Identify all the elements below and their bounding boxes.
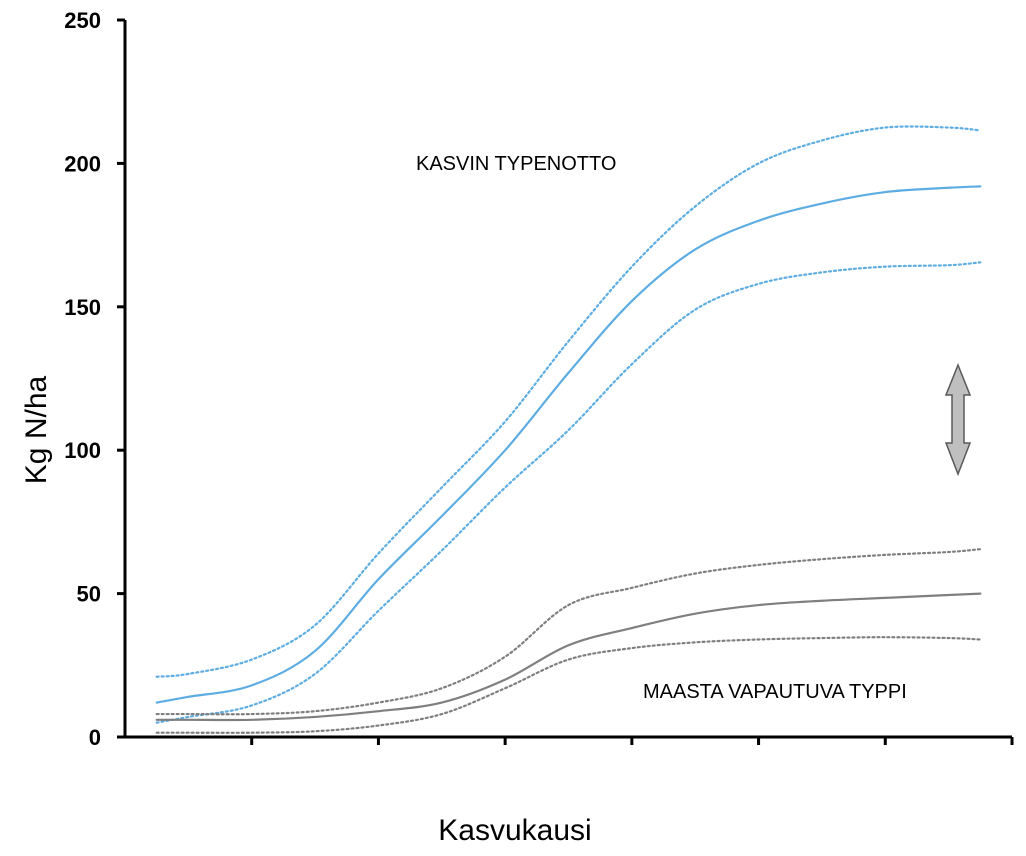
x-axis <box>125 735 1014 745</box>
y-tick-label: 200 <box>64 151 101 176</box>
y-tick-label: 100 <box>64 438 101 463</box>
y-tick-label: 0 <box>89 725 101 750</box>
y-tick-label: 50 <box>77 582 101 607</box>
y-tick-label: 150 <box>64 295 101 320</box>
y-axis: 0 50 100 150 200 250 <box>64 8 127 750</box>
range-arrow-icon <box>944 362 972 477</box>
y-axis-title: Kg N/ha <box>20 375 53 484</box>
annotation-uptake: KASVIN TYPENOTTO <box>416 153 616 175</box>
series-line-soil-dotted-4 <box>155 548 982 716</box>
y-tick-label: 250 <box>64 8 101 33</box>
series-line-soil-dotted-5 <box>155 636 982 734</box>
series-line-uptake-dotted-2 <box>155 261 982 724</box>
x-axis-title: Kasvukausi <box>438 814 591 847</box>
series-line-soil-solid-3 <box>155 592 982 722</box>
series-layer <box>155 125 982 734</box>
series-line-uptake-dotted-1 <box>155 125 982 678</box>
series-line-uptake-solid-0 <box>155 185 982 704</box>
annotation-soil: MAASTA VAPAUTUVA TYPPI <box>643 681 907 703</box>
